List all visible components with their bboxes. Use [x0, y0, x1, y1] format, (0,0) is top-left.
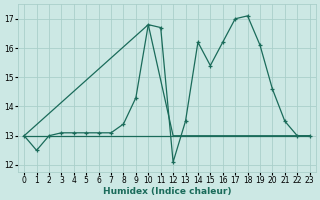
- X-axis label: Humidex (Indice chaleur): Humidex (Indice chaleur): [103, 187, 231, 196]
